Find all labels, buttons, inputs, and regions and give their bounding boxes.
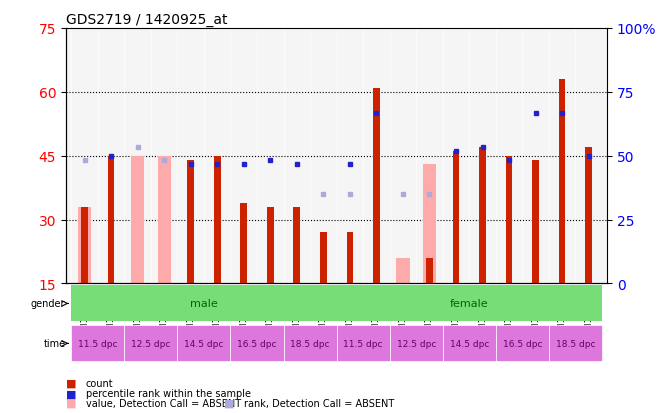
FancyBboxPatch shape [178,325,230,361]
Bar [559,80,566,284]
Text: gender: gender [31,299,65,309]
Bar [479,148,486,284]
FancyBboxPatch shape [124,325,178,361]
Text: 14.5 dpc: 14.5 dpc [449,339,489,348]
Bar [453,152,459,284]
Text: ■: ■ [66,378,77,388]
FancyBboxPatch shape [71,325,124,361]
FancyBboxPatch shape [389,325,443,361]
Bar [346,233,353,284]
Bar [108,157,114,284]
Bar [187,161,194,284]
FancyBboxPatch shape [549,325,602,361]
Text: 16.5 dpc: 16.5 dpc [237,339,277,348]
Bar [506,157,512,284]
Text: ■: ■ [66,398,77,408]
Text: time: time [44,339,65,349]
Text: 14.5 dpc: 14.5 dpc [184,339,224,348]
FancyBboxPatch shape [230,325,284,361]
Text: GDS2719 / 1420925_at: GDS2719 / 1420925_at [66,12,228,26]
Bar [214,157,220,284]
Bar [423,165,436,284]
Text: male: male [190,299,218,309]
FancyBboxPatch shape [496,325,549,361]
FancyBboxPatch shape [337,286,602,322]
Text: 11.5 dpc: 11.5 dpc [78,339,117,348]
Bar [78,207,91,284]
Bar [320,233,327,284]
Text: count: count [86,378,114,388]
Text: 12.5 dpc: 12.5 dpc [397,339,436,348]
FancyBboxPatch shape [71,286,337,322]
Bar [532,161,539,284]
Bar [240,203,247,284]
Text: ■: ■ [224,398,235,408]
FancyBboxPatch shape [284,325,337,361]
Bar [158,157,171,284]
Text: rank, Detection Call = ABSENT: rank, Detection Call = ABSENT [244,398,395,408]
Bar [267,207,274,284]
Bar [131,157,145,284]
Bar [81,207,88,284]
Text: value, Detection Call = ABSENT: value, Detection Call = ABSENT [86,398,241,408]
Bar [426,258,433,284]
Text: 11.5 dpc: 11.5 dpc [343,339,383,348]
Text: female: female [450,299,488,309]
Text: percentile rank within the sample: percentile rank within the sample [86,389,251,399]
FancyBboxPatch shape [443,325,496,361]
Bar [294,207,300,284]
Bar [585,148,592,284]
Text: 16.5 dpc: 16.5 dpc [502,339,542,348]
Bar [373,88,380,284]
Text: 18.5 dpc: 18.5 dpc [290,339,330,348]
Text: 18.5 dpc: 18.5 dpc [556,339,595,348]
Bar [396,258,410,284]
FancyBboxPatch shape [337,325,389,361]
Text: ■: ■ [66,389,77,399]
Text: 12.5 dpc: 12.5 dpc [131,339,170,348]
